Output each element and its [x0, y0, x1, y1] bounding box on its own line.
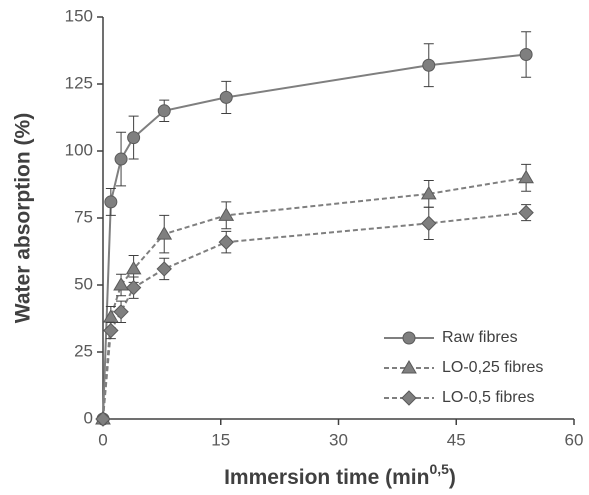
x-tick-label: 15: [211, 430, 230, 449]
marker: [104, 195, 118, 209]
marker: [218, 207, 235, 221]
x-tick-label: 60: [565, 430, 584, 449]
series-line: [102, 176, 527, 420]
x-axis-title-main: Immersion time (min: [224, 466, 429, 489]
marker: [113, 277, 129, 291]
legend-label: LO-0,25 fibres: [442, 359, 543, 376]
marker: [422, 58, 436, 72]
y-axis-title: Water absorption (%): [12, 113, 35, 323]
y-tick-label: 25: [74, 341, 93, 360]
legend-marker: [402, 331, 416, 345]
marker: [156, 261, 172, 277]
marker: [125, 279, 142, 296]
y-tick-label: 125: [65, 73, 93, 92]
marker: [103, 322, 119, 339]
legend-label: LO-0,5 fibres: [442, 389, 534, 406]
x-axis-title-end: ): [449, 466, 456, 489]
series-line: [102, 211, 527, 420]
x-tick-label: 45: [447, 430, 466, 449]
marker: [420, 185, 437, 200]
marker: [113, 304, 129, 320]
y-tick-label: 150: [65, 6, 93, 25]
x-tick-label: 30: [329, 430, 348, 449]
x-axis-title-superscript: 0,5: [429, 461, 449, 477]
marker: [156, 226, 173, 240]
marker: [125, 260, 142, 275]
legend-marker: [401, 360, 417, 374]
marker: [421, 215, 437, 232]
y-tick-label: 100: [65, 140, 93, 159]
marker: [219, 90, 233, 104]
y-tick-label: 0: [84, 408, 93, 427]
marker: [518, 169, 534, 184]
marker: [518, 204, 534, 221]
series-line: [102, 53, 527, 420]
marker: [157, 104, 171, 118]
y-tick-label: 50: [74, 274, 93, 293]
y-tick-label: 75: [74, 207, 93, 226]
marker: [127, 131, 141, 145]
x-axis-title: Immersion time (min0,5): [224, 461, 456, 489]
x-tick-label: 0: [98, 430, 107, 449]
legend-marker: [401, 390, 417, 406]
marker: [519, 48, 533, 62]
legend-label: Raw fibres: [442, 329, 518, 346]
marker: [95, 411, 111, 427]
marker: [218, 234, 234, 250]
marker: [114, 152, 128, 166]
